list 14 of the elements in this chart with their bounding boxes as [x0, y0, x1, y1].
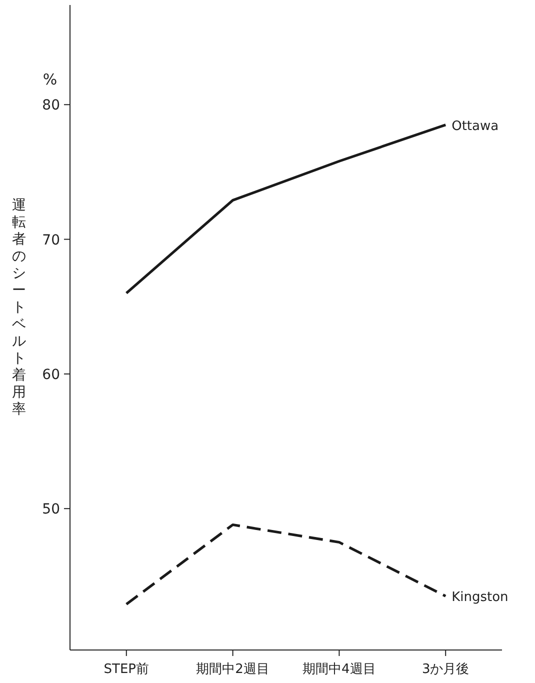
y-tick-label: 80: [42, 98, 60, 114]
x-tick-label: 3か月後: [422, 662, 470, 677]
text: 運転者のシートベルト着用率: [12, 198, 26, 418]
x-tick-label: STEP前: [104, 662, 150, 677]
y-tick-label: 70: [42, 232, 60, 248]
series-label: Ottawa: [452, 118, 499, 134]
y-tick-label: 60: [42, 366, 60, 383]
x-tick-label: 期間中2週目: [196, 662, 270, 677]
x-tick-label: 期間中4週目: [302, 662, 376, 677]
line-series: [125, 124, 447, 294]
y-tick-label: 50: [42, 502, 60, 518]
line-series: [125, 523, 447, 606]
text: %: [42, 70, 58, 89]
series-label: Kingston: [452, 590, 508, 606]
